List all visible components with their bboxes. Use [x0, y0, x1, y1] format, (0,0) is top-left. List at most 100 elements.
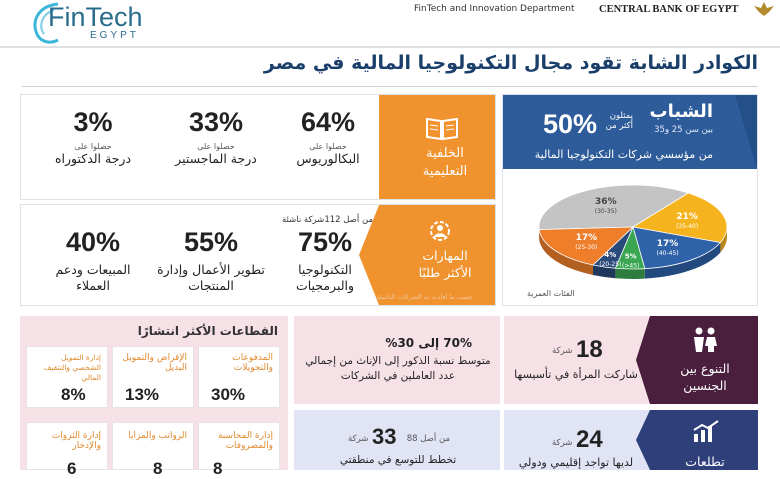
education-label: الخلفية التعليمية [415, 145, 475, 181]
pie-category-label: (20-25) [599, 261, 621, 268]
pie-value-label: 36% [595, 197, 617, 207]
edu-pct: 64% [283, 107, 373, 138]
aspirations-count2: 33 [372, 424, 396, 450]
edu-item-phd: 3% حصلوا على درجة الدكتوراه [43, 107, 143, 167]
pie-value-label: 21% [676, 212, 698, 222]
sector-cell: الإقراض والتمويل البديل 13% [112, 346, 194, 408]
gender-arrow [636, 316, 650, 404]
edu-item-masters: 33% حصلوا على درجة الماجستير [161, 107, 271, 167]
aspirations-count-unit: شركة [552, 438, 572, 448]
sector-pct: 30% [211, 385, 245, 405]
aspirations-count: 24 [576, 426, 603, 454]
sector-title: إدارة التمويل الشخصي والتثقيف المالي [27, 347, 107, 383]
sector-cell: إدارة التمويل الشخصي والتثقيف المالي 8% [26, 346, 108, 408]
book-icon [425, 115, 459, 141]
education-card: الخلفية التعليمية 64% حصلوا على البكالور… [20, 94, 496, 200]
edu-pct: 3% [43, 107, 143, 138]
sector-title: المدفوعات والتحويلات [199, 347, 279, 373]
youth-represent: يمثلون أكثر من [601, 111, 633, 131]
logo-sub-text: EGYPT [90, 30, 139, 41]
gender-ratio: 70% إلى 30% [385, 336, 472, 350]
edu-label: درجة الدكتوراه [43, 151, 143, 167]
age-pie-chart: 36%(30-35)21%(35-40)17%(40-45)5%(>45)4%(… [533, 181, 733, 287]
sector-title: إدارة المحاسبة والمصروفات [199, 423, 279, 451]
gender-count: 18 [576, 336, 603, 364]
pie-slice-side [615, 268, 644, 279]
sector-cell: الرواتب والمزايا 8 [112, 422, 194, 470]
sector-pct: 8 [213, 459, 222, 479]
gender-label: التنوع بين الجنسين [658, 360, 752, 394]
pie-value-label: 5% [625, 253, 637, 261]
edu-label: درجة الماجستير [161, 151, 271, 167]
youth-banner-accent [735, 95, 757, 169]
sector-title: الإقراض والتمويل البديل [113, 347, 193, 373]
pie-category-label: (40-45) [657, 250, 679, 257]
pie-value-label: 17% [657, 239, 679, 249]
skill-item-bizdev: 55% تطوير الأعمال وإدارة المنتجات [153, 227, 269, 294]
aspirations-count2-from: من أصل 88 [404, 434, 450, 444]
aspirations-count2-unit: شركة [348, 434, 368, 444]
aspirations-arrow [636, 410, 650, 470]
chart-caption: الفئات العمرية [527, 289, 575, 298]
growth-chart-icon [692, 420, 720, 444]
gender-ratio-desc: متوسط نسبة الذكور إلى الإناث من إجمالي ع… [300, 354, 496, 384]
youth-pct: 50% [543, 109, 597, 140]
department-text: FinTech and Innovation Department [414, 4, 575, 14]
aspirations-label: تطلعات [658, 454, 752, 469]
skills-from-note: من أصل 112شركة ناشئة [269, 215, 373, 225]
skills-note: حسب ما أفادت به الشركات الناشئة [293, 293, 473, 301]
skill-label: المبيعات ودعم العملاء [43, 262, 143, 294]
youth-card: الشباب بين سن 25 و35 50% يمثلون أكثر من … [502, 94, 758, 306]
education-arrow [381, 95, 401, 199]
pie-category-label: (25-30) [575, 244, 597, 251]
skill-item-tech: 75% التكنولوجيا والبرمجيات [275, 227, 375, 294]
bank-name: CENTRAL BANK OF EGYPT [599, 4, 738, 15]
youth-age-range: بين سن 25 و35 [654, 125, 713, 135]
edu-label: البكالوريوس [283, 151, 373, 167]
youth-heading: الشباب [650, 101, 713, 122]
pie-category-label: (30-35) [595, 208, 617, 215]
gender-row: 70% إلى 30% متوسط نسبة الذكور إلى الإناث… [294, 316, 758, 404]
eagle-emblem-icon [752, 0, 776, 18]
sector-pct: 13% [125, 385, 159, 405]
page-title: الكوادر الشابة تقود مجال التكنولوجيا الم… [264, 52, 758, 74]
edu-item-bachelor: 64% حصلوا على البكالوريوس [283, 107, 373, 167]
gender-count-unit: شركة [552, 346, 572, 356]
skills-card: المهارات الأكثر طلبًا حسب ما أفادت به ال… [20, 204, 496, 306]
fintech-logo: FinTech EGYPT [28, 0, 158, 46]
aspirations-count-desc: لديها تواجد إقليمي ودولي [506, 456, 646, 469]
skill-pct: 75% [275, 227, 375, 258]
skill-pct: 40% [43, 227, 143, 258]
pie-category-label: (35-40) [676, 223, 698, 230]
skills-label: المهارات الأكثر طلبًا [413, 247, 477, 281]
aspirations-row: 33 شركة من أصل 88 تخطط للتوسع في منطقتي … [294, 410, 758, 470]
skill-label: التكنولوجيا والبرمجيات [275, 262, 375, 294]
pie-value-label: 17% [576, 233, 598, 243]
edu-sub: حصلوا على [43, 142, 143, 151]
sector-pct: 8 [153, 459, 162, 479]
sector-pct: 6 [67, 459, 76, 479]
aspirations-count2-desc: تخطط للتوسع في منطقتي [300, 454, 496, 466]
header-divider [0, 46, 780, 48]
sector-cell: إدارة المحاسبة والمصروفات 8 [198, 422, 280, 470]
edu-sub: حصلوا على [161, 142, 271, 151]
logo-main-text: FinTech [48, 2, 143, 33]
skill-item-sales: 40% المبيعات ودعم العملاء [43, 227, 143, 294]
skill-pct: 55% [153, 227, 269, 258]
gender-count-desc: شاركت المرأة في تأسيسها [506, 368, 646, 381]
sector-pct: 8% [61, 385, 86, 405]
youth-desc: من مؤسسي شركات التكنولوجيا المالية [535, 148, 713, 161]
sectors-card: القطاعات الأكثر انتشارًا المدفوعات والتح… [20, 316, 288, 470]
pie-category-label: (>45) [622, 263, 639, 270]
sector-title: الرواتب والمزايا [113, 423, 193, 441]
title-rule [22, 86, 758, 87]
gear-person-icon [425, 217, 455, 245]
edu-pct: 33% [161, 107, 271, 138]
sectors-heading: القطاعات الأكثر انتشارًا [138, 324, 278, 338]
sector-title: إدارة الثروات والإدخار [27, 423, 107, 451]
people-icon [690, 326, 720, 354]
edu-sub: حصلوا على [283, 142, 373, 151]
skill-label: تطوير الأعمال وإدارة المنتجات [153, 262, 269, 294]
sector-cell: إدارة الثروات والإدخار 6 [26, 422, 108, 470]
sector-cell: المدفوعات والتحويلات 30% [198, 346, 280, 408]
